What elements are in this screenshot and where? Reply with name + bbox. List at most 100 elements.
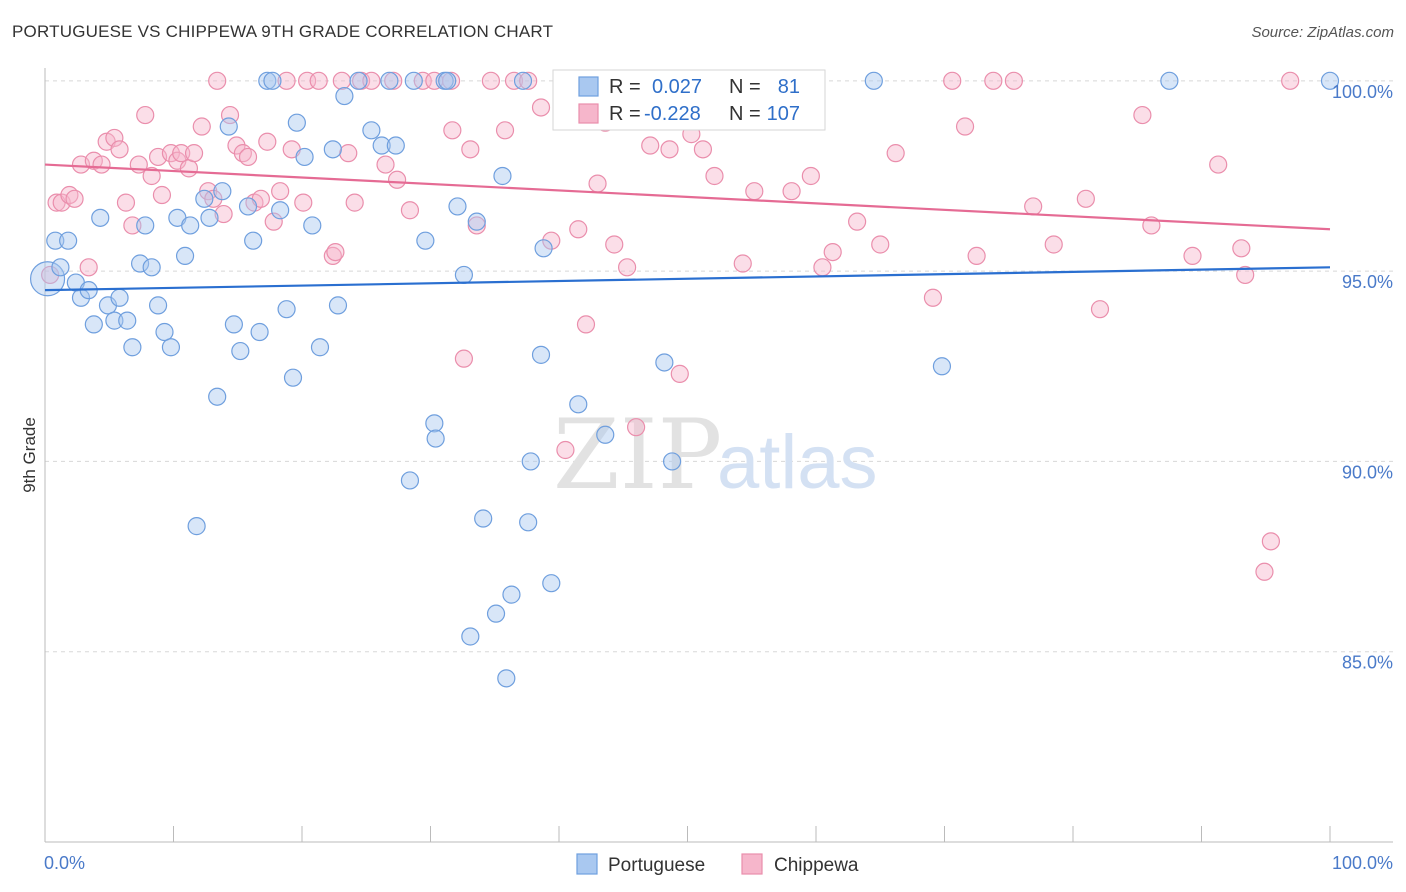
chippewa-point <box>79 258 98 277</box>
portuguese-point <box>258 71 277 90</box>
portuguese-point <box>195 189 214 208</box>
legend-n-value-2: 107 <box>767 103 800 125</box>
chippewa-point <box>161 144 181 163</box>
chippewa-point <box>848 212 867 231</box>
portuguese-point <box>84 315 103 334</box>
portuguese-point <box>263 71 282 90</box>
chippewa-point <box>745 182 764 201</box>
portuguese-point <box>303 216 322 235</box>
chippewa-point <box>670 364 689 383</box>
chippewa-point <box>238 147 258 167</box>
portuguese-point <box>1160 71 1179 90</box>
chart-source: Source: ZipAtlas.com <box>1251 24 1394 41</box>
y-tick-label: 85.0% <box>1342 653 1393 673</box>
portuguese-point <box>231 341 250 361</box>
legend-r-label-1: R = <box>609 76 641 98</box>
portuguese-point <box>864 71 883 90</box>
chippewa-point <box>345 193 364 212</box>
series-legend: Portuguese Chippewa <box>576 853 859 876</box>
portuguese-point <box>531 345 551 364</box>
chippewa-point <box>542 231 561 250</box>
chippewa-point <box>660 140 679 159</box>
portuguese-trend-line <box>44 266 1331 292</box>
portuguese-point <box>59 231 78 250</box>
stats-legend: R = 0.027 N = 81 R = -0.228 N = 107 <box>552 69 826 131</box>
watermark-atlas: atlas <box>717 420 878 505</box>
portuguese-point <box>497 669 516 688</box>
portuguese-point <box>200 208 219 227</box>
chippewa-point <box>531 98 551 117</box>
portuguese-point <box>596 425 615 444</box>
portuguese-point <box>175 246 195 266</box>
portuguese-point <box>461 627 480 646</box>
chippewa-point <box>886 144 905 163</box>
portuguese-point <box>110 288 129 307</box>
chippewa-trend-line <box>44 163 1331 231</box>
chippewa-point <box>339 144 358 163</box>
portuguese-point <box>362 121 381 140</box>
portuguese-point <box>467 212 486 231</box>
legend-n-label-2: N = <box>729 103 761 125</box>
chippewa-point <box>277 71 296 90</box>
chippewa-point <box>387 170 407 189</box>
portuguese-point <box>224 315 243 334</box>
chippewa-point <box>967 246 986 266</box>
portuguese-point <box>372 136 391 155</box>
chippewa-point <box>443 121 462 140</box>
portuguese-point <box>493 166 512 186</box>
portuguese-point <box>123 338 142 357</box>
chippewa-point <box>576 315 596 334</box>
axes <box>44 68 1393 843</box>
chippewa-point <box>467 216 486 235</box>
portuguese-point <box>118 311 137 330</box>
portuguese-point <box>283 368 303 387</box>
portuguese-point <box>404 71 423 90</box>
legend-r-value-2: -0.228 <box>644 103 701 125</box>
chippewa-point <box>461 140 480 159</box>
portuguese-point <box>534 239 553 258</box>
chippewa-point <box>309 71 328 90</box>
gridlines <box>45 80 1393 653</box>
chippewa-point <box>556 440 575 460</box>
portuguese-point <box>208 387 227 406</box>
chippewa-point <box>214 204 233 224</box>
portuguese-point <box>448 197 467 216</box>
series-legend-label-portuguese: Portuguese <box>608 855 705 876</box>
chippewa-point <box>705 166 724 186</box>
chippewa-point <box>152 185 172 205</box>
portuguese-point <box>438 71 457 90</box>
portuguese-point <box>148 296 168 315</box>
chippewa-point <box>1236 265 1255 285</box>
legend-r-label-2: R = <box>609 103 641 125</box>
portuguese-point <box>219 117 238 136</box>
portuguese-point <box>416 231 435 250</box>
chippewa-point <box>227 136 246 155</box>
portuguese-point <box>181 216 200 235</box>
chippewa-point <box>693 140 713 159</box>
x-tick-label-min: 0.0% <box>44 853 85 873</box>
portuguese-point <box>130 254 150 273</box>
portuguese-point <box>426 429 445 448</box>
chippewa-point <box>264 212 283 231</box>
chart-title: PORTUGUESE VS CHIPPEWA 9TH GRADE CORRELA… <box>12 22 554 41</box>
chippewa-point <box>92 155 111 174</box>
portuguese-point <box>310 338 330 357</box>
portuguese-point <box>349 71 368 90</box>
chippewa-point <box>823 242 842 262</box>
portuguese-point <box>105 311 124 330</box>
portuguese-point <box>287 113 306 132</box>
portuguese-point <box>474 509 493 528</box>
chippewa-point <box>569 220 588 239</box>
y-tick-label: 100.0% <box>1332 82 1393 102</box>
chippewa-point <box>871 235 890 254</box>
chippewa-point <box>384 71 403 90</box>
portuguese-point <box>386 136 405 155</box>
portuguese-point <box>502 585 521 604</box>
portuguese-point <box>51 258 70 277</box>
chippewa-point <box>332 71 351 90</box>
portuguese-point <box>295 147 314 167</box>
chippewa-point <box>441 71 461 90</box>
portuguese-point <box>400 471 420 490</box>
portuguese-point <box>932 357 952 376</box>
y-tick-label: 95.0% <box>1342 272 1393 292</box>
